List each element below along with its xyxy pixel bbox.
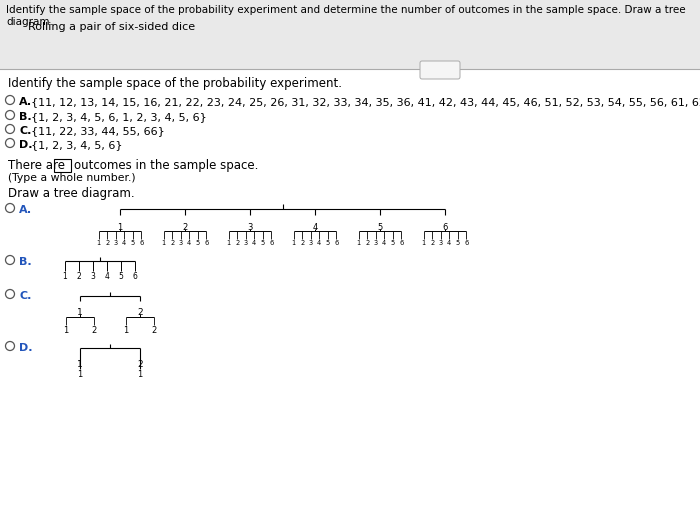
Text: 1: 1 bbox=[77, 308, 83, 317]
Text: {1, 2, 3, 4, 5, 6, 1, 2, 3, 4, 5, 6}: {1, 2, 3, 4, 5, 6, 1, 2, 3, 4, 5, 6} bbox=[31, 112, 206, 122]
Text: 4: 4 bbox=[122, 240, 127, 246]
Text: 6: 6 bbox=[442, 223, 448, 232]
Text: 4: 4 bbox=[447, 240, 452, 246]
Text: 1: 1 bbox=[357, 240, 360, 246]
Text: 4: 4 bbox=[382, 240, 386, 246]
Text: Rolling a pair of six-sided dice: Rolling a pair of six-sided dice bbox=[28, 22, 195, 32]
Text: 3: 3 bbox=[113, 240, 118, 246]
Text: 3: 3 bbox=[374, 240, 378, 246]
Text: Identify the sample space of the probability experiment.: Identify the sample space of the probabi… bbox=[8, 77, 342, 90]
Text: 1: 1 bbox=[77, 360, 83, 369]
Text: Identify the sample space of the probability experiment and determine the number: Identify the sample space of the probabi… bbox=[6, 5, 685, 27]
Text: 2: 2 bbox=[105, 240, 109, 246]
Text: 3: 3 bbox=[244, 240, 248, 246]
Text: 6: 6 bbox=[139, 240, 144, 246]
Text: (Type a whole number.): (Type a whole number.) bbox=[8, 173, 136, 183]
Text: 2: 2 bbox=[151, 326, 157, 335]
Text: B.: B. bbox=[19, 257, 32, 267]
Text: 1: 1 bbox=[62, 272, 67, 281]
Text: 2: 2 bbox=[170, 240, 174, 246]
Text: Draw a tree diagram.: Draw a tree diagram. bbox=[8, 187, 134, 200]
Text: 3: 3 bbox=[439, 240, 443, 246]
Text: 2: 2 bbox=[300, 240, 304, 246]
Text: {11, 22, 33, 44, 55, 66}: {11, 22, 33, 44, 55, 66} bbox=[31, 126, 164, 136]
Text: There are: There are bbox=[8, 159, 65, 172]
Text: 2: 2 bbox=[137, 308, 143, 317]
Text: A.: A. bbox=[19, 97, 32, 107]
Text: 2: 2 bbox=[183, 223, 188, 232]
Text: 2: 2 bbox=[365, 240, 370, 246]
Text: 4: 4 bbox=[312, 223, 318, 232]
Text: 5: 5 bbox=[260, 240, 265, 246]
Text: {1, 2, 3, 4, 5, 6}: {1, 2, 3, 4, 5, 6} bbox=[31, 140, 122, 150]
FancyBboxPatch shape bbox=[53, 159, 71, 172]
Text: 3: 3 bbox=[247, 223, 253, 232]
Text: A.: A. bbox=[19, 205, 32, 215]
Text: 3: 3 bbox=[178, 240, 183, 246]
Text: 6: 6 bbox=[334, 240, 338, 246]
Text: 1: 1 bbox=[421, 240, 426, 246]
Text: 5: 5 bbox=[195, 240, 200, 246]
Text: outcomes in the sample space.: outcomes in the sample space. bbox=[74, 159, 258, 172]
Text: 4: 4 bbox=[317, 240, 321, 246]
Text: 1: 1 bbox=[97, 240, 101, 246]
Text: D.: D. bbox=[19, 343, 32, 353]
Text: 2: 2 bbox=[430, 240, 435, 246]
Text: 1: 1 bbox=[78, 370, 83, 379]
Text: B.: B. bbox=[19, 112, 32, 122]
Text: 2: 2 bbox=[92, 326, 97, 335]
Text: ...: ... bbox=[435, 66, 444, 75]
Text: 2: 2 bbox=[235, 240, 239, 246]
Text: 1: 1 bbox=[123, 326, 129, 335]
FancyBboxPatch shape bbox=[420, 61, 460, 79]
Text: 6: 6 bbox=[399, 240, 403, 246]
Text: 5: 5 bbox=[377, 223, 383, 232]
Text: 5: 5 bbox=[326, 240, 330, 246]
Text: 2: 2 bbox=[137, 360, 143, 369]
Text: 6: 6 bbox=[132, 272, 137, 281]
Bar bbox=[0, 0, 700, 70]
Text: 4: 4 bbox=[252, 240, 256, 246]
Text: 5: 5 bbox=[131, 240, 135, 246]
Text: 2: 2 bbox=[76, 272, 81, 281]
Text: 1: 1 bbox=[64, 326, 69, 335]
Text: 5: 5 bbox=[118, 272, 123, 281]
Text: 5: 5 bbox=[456, 240, 460, 246]
Text: C.: C. bbox=[19, 291, 32, 301]
Text: 1: 1 bbox=[227, 240, 231, 246]
Text: 5: 5 bbox=[391, 240, 395, 246]
Text: 1: 1 bbox=[137, 370, 143, 379]
Text: 4: 4 bbox=[187, 240, 191, 246]
Text: C.: C. bbox=[19, 126, 32, 136]
Text: 6: 6 bbox=[204, 240, 209, 246]
Text: {11, 12, 13, 14, 15, 16, 21, 22, 23, 24, 25, 26, 31, 32, 33, 34, 35, 36, 41, 42,: {11, 12, 13, 14, 15, 16, 21, 22, 23, 24,… bbox=[31, 97, 700, 107]
Text: 1: 1 bbox=[118, 223, 122, 232]
Text: D.: D. bbox=[19, 140, 32, 150]
Text: 4: 4 bbox=[104, 272, 109, 281]
Text: 3: 3 bbox=[90, 272, 95, 281]
Text: 6: 6 bbox=[464, 240, 468, 246]
Text: 3: 3 bbox=[309, 240, 313, 246]
Text: 1: 1 bbox=[292, 240, 296, 246]
Text: 6: 6 bbox=[269, 240, 274, 246]
Text: 1: 1 bbox=[162, 240, 166, 246]
